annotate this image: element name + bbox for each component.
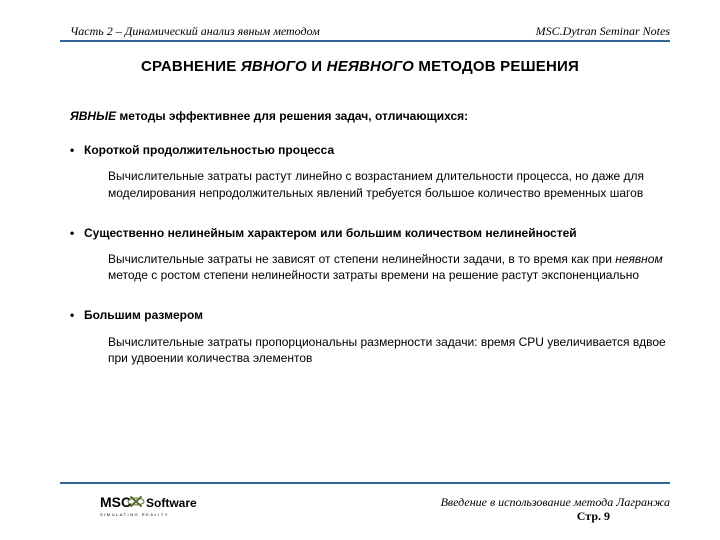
svg-text:SIMULATING REALITY: SIMULATING REALITY bbox=[100, 512, 169, 517]
title-mid: И bbox=[307, 58, 327, 75]
intro-rest: методы эффективнее для решения задач, от… bbox=[116, 109, 468, 123]
list-item: Существенно нелинейным характером или бо… bbox=[70, 225, 670, 284]
footer-rule bbox=[60, 482, 670, 484]
bullet-list: Короткой продолжительностью процесса Выч… bbox=[70, 142, 670, 366]
page-number: Стр. 9 bbox=[577, 509, 610, 524]
footer-subtitle: Введение в использование метода Лагранжа bbox=[441, 495, 670, 510]
bullet-detail: Вычислительные затраты растут линейно с … bbox=[108, 168, 668, 200]
logo-svg: MSC Software SIMULATING REALITY bbox=[100, 492, 230, 524]
bullet-head: Короткой продолжительностью процесса bbox=[84, 143, 334, 157]
bullet-detail: Вычислительные затраты пропорциональны р… bbox=[108, 334, 668, 366]
intro-line: ЯВНЫЕ методы эффективнее для решения зад… bbox=[70, 108, 670, 124]
slide-body: ЯВНЫЕ методы эффективнее для решения зад… bbox=[70, 108, 670, 390]
bullet-head: Существенно нелинейным характером или бо… bbox=[84, 226, 577, 240]
msc-logo: MSC Software SIMULATING REALITY bbox=[100, 492, 230, 524]
header-rule bbox=[60, 40, 670, 42]
bullet-head: Большим размером bbox=[84, 308, 203, 322]
intro-em: ЯВНЫЕ bbox=[70, 109, 116, 123]
bullet-detail: Вычислительные затраты не зависят от сте… bbox=[108, 251, 668, 283]
title-em1: ЯВНОГО bbox=[241, 58, 307, 75]
detail-pre: Вычислительные затраты растут линейно с … bbox=[108, 169, 644, 199]
list-item: Большим размером Вычислительные затраты … bbox=[70, 307, 670, 366]
header-right: MSC.Dytran Seminar Notes bbox=[536, 24, 670, 39]
slide: Часть 2 – Динамический анализ явным мето… bbox=[0, 0, 720, 540]
title-pre: СРАВНЕНИЕ bbox=[141, 58, 241, 75]
svg-text:MSC: MSC bbox=[100, 494, 131, 510]
detail-post: методе с ростом степени нелинейности зат… bbox=[108, 268, 639, 282]
header-left: Часть 2 – Динамический анализ явным мето… bbox=[70, 24, 320, 39]
svg-text:Software: Software bbox=[146, 496, 197, 510]
detail-em: неявном bbox=[615, 252, 662, 266]
title-post: МЕТОДОВ РЕШЕНИЯ bbox=[414, 58, 579, 75]
slide-header: Часть 2 – Динамический анализ явным мето… bbox=[70, 24, 670, 39]
slide-title: СРАВНЕНИЕ ЯВНОГО И НЕЯВНОГО МЕТОДОВ РЕШЕ… bbox=[0, 58, 720, 75]
slide-footer: MSC Software SIMULATING REALITY Введение… bbox=[60, 488, 670, 528]
detail-pre: Вычислительные затраты не зависят от сте… bbox=[108, 252, 615, 266]
list-item: Короткой продолжительностью процесса Выч… bbox=[70, 142, 670, 201]
title-em2: НЕЯВНОГО bbox=[327, 58, 414, 75]
detail-pre: Вычислительные затраты пропорциональны р… bbox=[108, 335, 666, 365]
